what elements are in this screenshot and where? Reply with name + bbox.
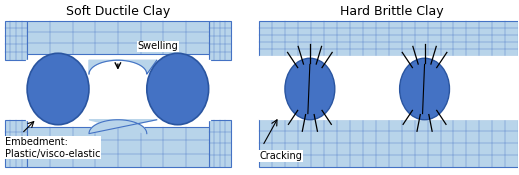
Text: Hard Brittle Clay: Hard Brittle Clay [340,5,443,18]
Text: Swelling: Swelling [138,41,179,51]
Text: Embedment:
Plastic/visco-elastic: Embedment: Plastic/visco-elastic [5,137,100,159]
Ellipse shape [147,53,209,125]
Ellipse shape [27,53,89,125]
Bar [5,120,27,167]
Bar [259,119,518,167]
Bar [5,20,27,60]
Ellipse shape [400,58,449,120]
Text: Soft Ductile Clay: Soft Ductile Clay [66,5,170,18]
Polygon shape [89,60,157,74]
Bar [259,20,518,56]
Bar [27,20,209,54]
Polygon shape [26,60,210,120]
Bar [27,127,209,167]
Ellipse shape [285,58,335,120]
Bar [209,120,231,167]
Polygon shape [89,120,157,134]
Polygon shape [259,56,518,119]
Text: Cracking: Cracking [259,151,302,161]
Bar [209,20,231,60]
